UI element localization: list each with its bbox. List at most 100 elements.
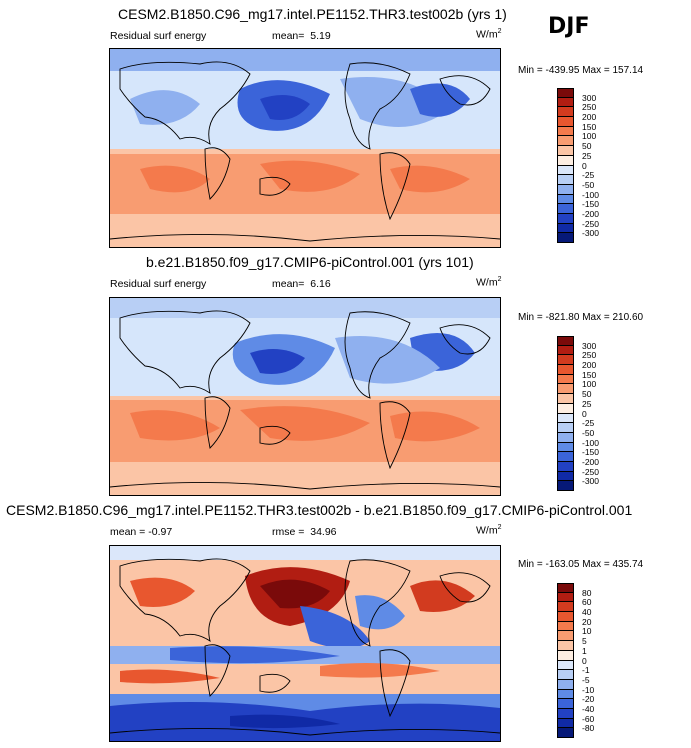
panel-2-map-svg bbox=[110, 298, 500, 495]
panel-1-mean-value: 5.19 bbox=[310, 30, 331, 42]
colorbar-box bbox=[557, 336, 574, 346]
panel-1-minmax: Min = -439.95 Max = 157.14 bbox=[518, 65, 644, 76]
colorbar-box bbox=[557, 689, 574, 700]
colorbar-tick-label: -20 bbox=[582, 694, 595, 705]
colorbar-box bbox=[557, 452, 574, 462]
colorbar-box bbox=[557, 126, 574, 137]
colorbar-tick-label: 50 bbox=[582, 141, 592, 152]
colorbar-box bbox=[557, 708, 574, 719]
colorbar-tick-label: -25 bbox=[582, 418, 595, 429]
panel-1-mean-label: mean= bbox=[272, 30, 305, 42]
colorbar-tick-label: 150 bbox=[582, 121, 597, 132]
colorbar-box bbox=[557, 394, 574, 404]
panel-2-variable-label: Residual surf energy bbox=[110, 278, 207, 290]
colorbar-box bbox=[557, 728, 574, 738]
panel-3-mean: mean = -0.97 bbox=[110, 526, 173, 538]
panel-3-map bbox=[109, 545, 501, 742]
colorbar-box bbox=[557, 155, 574, 166]
colorbar-box bbox=[557, 660, 574, 671]
colorbar-box bbox=[557, 650, 574, 661]
colorbar-box bbox=[557, 374, 574, 385]
colorbar-tick-label: 80 bbox=[582, 587, 592, 598]
panel-3-units: W/m2 bbox=[476, 524, 502, 537]
colorbar-box bbox=[557, 223, 574, 234]
colorbar-box bbox=[557, 194, 574, 205]
colorbar-box bbox=[557, 413, 574, 424]
colorbar-box bbox=[557, 641, 574, 651]
colorbar-box bbox=[557, 88, 574, 98]
colorbar-tick-label: -100 bbox=[582, 437, 600, 448]
colorbar-box bbox=[557, 699, 574, 709]
colorbar-box bbox=[557, 136, 574, 147]
colorbar-box bbox=[557, 365, 574, 375]
colorbar-tick-label: 250 bbox=[582, 102, 597, 113]
colorbar-tick-label: 0 bbox=[582, 160, 587, 171]
colorbar-tick-label: -300 bbox=[582, 476, 600, 487]
colorbar-tick-label: 100 bbox=[582, 379, 597, 390]
panel-1-map-svg bbox=[110, 49, 500, 247]
colorbar-tick-label: 150 bbox=[582, 369, 597, 380]
panel-3-minmax: Min = -163.05 Max = 435.74 bbox=[518, 559, 644, 570]
colorbar-box bbox=[557, 670, 574, 680]
colorbar-tick-label: -200 bbox=[582, 208, 600, 219]
colorbar-box bbox=[557, 107, 574, 118]
panel-1-mean: mean= 5.19 bbox=[272, 30, 331, 42]
colorbar-box bbox=[557, 471, 574, 482]
colorbar-tick-label: 20 bbox=[582, 616, 592, 627]
colorbar-tick-label: 10 bbox=[582, 626, 592, 637]
colorbar-box bbox=[557, 631, 574, 642]
colorbar-tick-label: 250 bbox=[582, 350, 597, 361]
colorbar-tick-label: -50 bbox=[582, 427, 595, 438]
colorbar-tick-label: 200 bbox=[582, 360, 597, 371]
colorbar-box bbox=[557, 233, 574, 243]
colorbar-box bbox=[557, 602, 574, 613]
colorbar-tick-label: -200 bbox=[582, 456, 600, 467]
colorbar-tick-label: 60 bbox=[582, 597, 592, 608]
colorbar-tick-label: 200 bbox=[582, 112, 597, 123]
panel-3-map-svg bbox=[110, 546, 500, 741]
colorbar-tick-label: 0 bbox=[582, 655, 587, 666]
colorbar-box bbox=[557, 621, 574, 632]
panel-3-rmse-label: rmse = bbox=[272, 526, 305, 538]
colorbar-box bbox=[557, 146, 574, 156]
colorbar-tick-label: 40 bbox=[582, 607, 592, 618]
colorbar-tick-label: 25 bbox=[582, 150, 592, 161]
colorbar-tick-label: -40 bbox=[582, 703, 595, 714]
colorbar-box bbox=[557, 679, 574, 690]
panel-3-rmse: rmse = 34.96 bbox=[272, 526, 337, 538]
colorbar-box bbox=[557, 384, 574, 395]
panel-2-mean-value: 6.16 bbox=[310, 278, 331, 290]
colorbar-tick-label: -150 bbox=[582, 447, 600, 458]
colorbar-box bbox=[557, 165, 574, 176]
colorbar-box bbox=[557, 612, 574, 622]
colorbar-box bbox=[557, 432, 574, 443]
panel-1-map bbox=[109, 48, 501, 248]
colorbar-tick-label: -250 bbox=[582, 466, 600, 477]
colorbar-box bbox=[557, 583, 574, 593]
colorbar-tick-label: 100 bbox=[582, 131, 597, 142]
colorbar-box bbox=[557, 184, 574, 195]
colorbar-tick-label: 0 bbox=[582, 408, 587, 419]
colorbar-box bbox=[557, 345, 574, 356]
colorbar-tick-label: -150 bbox=[582, 199, 600, 210]
colorbar-box bbox=[557, 204, 574, 214]
colorbar-box bbox=[557, 481, 574, 491]
colorbar-tick-label: -5 bbox=[582, 674, 590, 685]
colorbar-tick-label: 5 bbox=[582, 636, 587, 647]
colorbar-tick-label: 25 bbox=[582, 398, 592, 409]
colorbar-tick-label: -250 bbox=[582, 218, 600, 229]
panel-2-mean-label: mean= bbox=[272, 278, 305, 290]
colorbar-tick-label: -10 bbox=[582, 684, 595, 695]
colorbar-tick-label: -100 bbox=[582, 189, 600, 200]
colorbar-tick-label: -25 bbox=[582, 170, 595, 181]
panel-3-title: CESM2.B1850.C96_mg17.intel.PE1152.THR3.t… bbox=[6, 502, 633, 518]
panel-2-units: W/m2 bbox=[476, 276, 502, 289]
colorbar-tick-label: 300 bbox=[582, 340, 597, 351]
panel-2-mean: mean= 6.16 bbox=[272, 278, 331, 290]
colorbar-box bbox=[557, 442, 574, 453]
colorbar-tick-label: -80 bbox=[582, 723, 595, 734]
panel-3-rmse-value: 34.96 bbox=[310, 526, 337, 538]
season-label: DJF bbox=[548, 14, 590, 39]
colorbar-box bbox=[557, 592, 574, 603]
colorbar-tick-label: 50 bbox=[582, 389, 592, 400]
